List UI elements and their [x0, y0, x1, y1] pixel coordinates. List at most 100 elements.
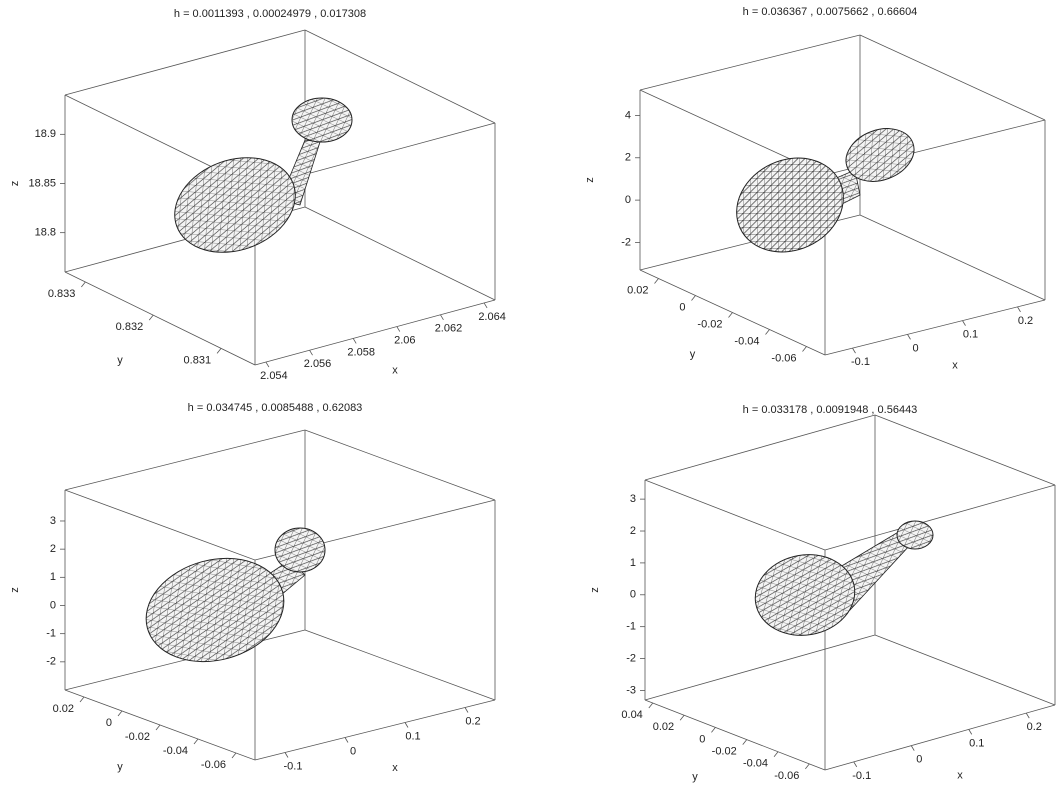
figure: h = 0.0011393 , 0.00024979 , 0.017308 2.0…: [0, 0, 1064, 787]
x-tick-label: 0.1: [405, 730, 420, 742]
y-tick: [80, 697, 84, 702]
y-tick-label: 0.02: [627, 284, 648, 296]
box-edge: [65, 272, 255, 365]
y-tick: [803, 347, 807, 352]
y-tick-label: 0.04: [621, 709, 642, 721]
y-tick-label: 0: [679, 301, 685, 313]
x-tick-label: 2.058: [347, 346, 375, 358]
box-edge: [825, 485, 1055, 550]
x-tick-label: 2.056: [304, 358, 332, 370]
box-edge: [65, 490, 255, 560]
z-tick-label: 18.8: [35, 227, 56, 239]
y-tick-label: 0.833: [48, 288, 76, 300]
y-tick-label: -0.04: [163, 745, 188, 757]
panel-title: h = 0.034745 , 0.0085488 , 0.62083: [188, 402, 363, 414]
y-tick-label: -0.04: [743, 758, 768, 770]
x-axis-label: x: [952, 359, 958, 371]
x-tick-label: 2.064: [478, 311, 506, 323]
box-edge: [65, 30, 305, 95]
mesh-surface: [897, 521, 933, 549]
x-tick: [266, 362, 269, 367]
y-tick: [649, 703, 653, 708]
x-axis-label: x: [957, 769, 963, 781]
y-tick-label: 0.831: [184, 354, 212, 366]
x-tick: [405, 723, 408, 728]
x-tick: [911, 746, 914, 751]
x-tick: [854, 762, 857, 767]
mesh-surface: [721, 141, 859, 269]
x-tick-label: 0.1: [963, 329, 978, 341]
y-tick: [729, 313, 733, 318]
x-axis-label: x: [392, 762, 398, 774]
y-tick-label: 0.02: [53, 703, 74, 715]
x-tick: [1026, 713, 1029, 718]
mesh-surface: [161, 142, 308, 269]
y-tick: [805, 764, 809, 769]
z-tick-label: 2: [625, 152, 631, 164]
x-tick: [1018, 307, 1021, 312]
y-tick: [81, 282, 85, 287]
x-tick: [484, 303, 487, 308]
box-edge: [645, 480, 825, 550]
y-axis-label: y: [692, 771, 698, 783]
y-tick: [692, 296, 696, 301]
x-tick-label: 0.2: [1018, 315, 1033, 327]
x-tick-label: 2.06: [394, 334, 415, 346]
y-axis-label: y: [690, 348, 696, 360]
x-tick-label: 0.2: [1027, 721, 1042, 733]
box-edge: [860, 35, 1045, 120]
z-axis-label: z: [9, 587, 21, 593]
x-tick: [853, 348, 856, 353]
z-tick-label: 0: [630, 589, 636, 601]
x-tick-label: -0.1: [852, 770, 871, 782]
x-tick: [310, 350, 313, 355]
x-axis-label: x: [392, 364, 398, 376]
z-tick-label: 18.9: [35, 128, 56, 140]
y-tick-label: 0.02: [653, 721, 674, 733]
z-tick-label: 3: [630, 493, 636, 505]
panel-title: h = 0.0011393 , 0.00024979 , 0.017308: [174, 8, 366, 20]
y-tick-label: -0.02: [697, 318, 722, 330]
z-tick-label: 0: [625, 194, 631, 206]
y-axis-label: y: [117, 354, 123, 366]
box-edge: [825, 300, 1045, 355]
x-tick-label: 0.2: [465, 715, 480, 727]
y-tick-label: -0.06: [201, 759, 226, 771]
y-tick-label: -0.02: [125, 731, 150, 743]
box-edge: [640, 35, 860, 90]
z-tick-label: 3: [50, 515, 56, 527]
z-tick-label: -3: [626, 684, 636, 696]
z-tick-label: 1: [50, 571, 56, 583]
z-tick-label: 18.85: [28, 177, 56, 189]
x-tick: [353, 338, 356, 343]
x-tick-label: 2.054: [260, 370, 288, 382]
mesh-surface: [749, 547, 861, 643]
y-tick: [655, 279, 659, 284]
y-tick: [774, 752, 778, 757]
y-tick: [766, 330, 770, 335]
z-tick-label: 0: [50, 599, 56, 611]
box-edge: [305, 430, 495, 500]
box-edge: [645, 700, 825, 770]
y-tick: [232, 753, 236, 758]
panel-title: h = 0.033178 , 0.0091948 , 0.56443: [743, 404, 918, 416]
box-edge: [825, 705, 1055, 770]
x-tick: [969, 729, 972, 734]
x-tick: [908, 334, 911, 339]
box-edge: [305, 207, 495, 300]
y-tick: [149, 315, 153, 320]
y-tick-label: 0.832: [116, 321, 144, 333]
box-edge: [305, 630, 495, 700]
y-tick-label: -0.02: [712, 745, 737, 757]
box-edge: [875, 415, 1055, 485]
box-edge: [65, 430, 305, 490]
x-tick: [397, 327, 400, 332]
z-tick-label: -1: [46, 628, 56, 640]
z-tick-label: 1: [630, 557, 636, 569]
x-tick-label: 0: [916, 754, 922, 766]
z-tick-label: -1: [626, 621, 636, 633]
y-tick: [217, 348, 221, 353]
x-tick: [440, 315, 443, 320]
x-tick-label: 0.1: [969, 737, 984, 749]
z-tick-label: 2: [630, 525, 636, 537]
